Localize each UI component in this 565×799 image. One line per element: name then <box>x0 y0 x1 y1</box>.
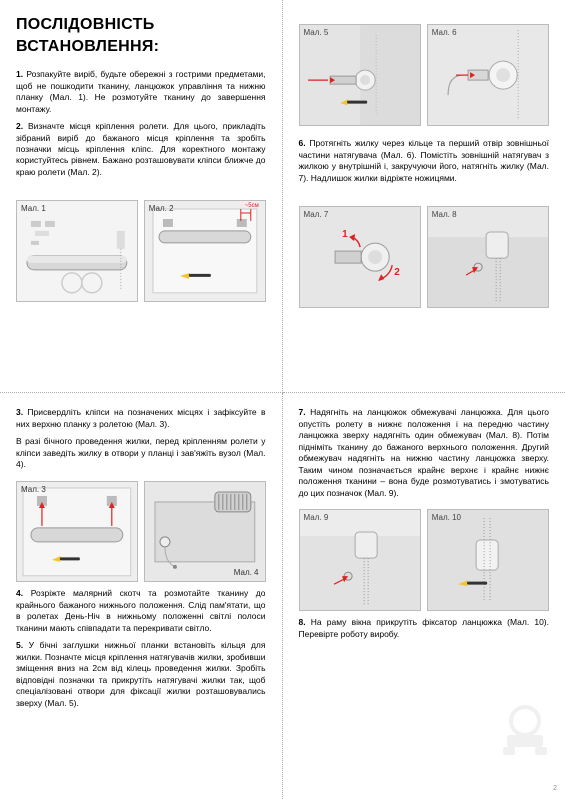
figure-4: Мал. 4 <box>144 481 266 583</box>
figure-1: Мал. 1 <box>16 200 138 302</box>
step-3: 3. Присвердліть кліпси на позначених міс… <box>16 407 266 430</box>
step-8: 8. На раму вікна прикрутіть фіксатор лан… <box>299 617 550 640</box>
figure-8-label: Мал. 8 <box>432 210 457 221</box>
dimension-5cm: ~5см <box>245 203 259 209</box>
figure-7: Мал. 7 1 2 <box>299 206 421 308</box>
figure-10-label: Мал. 10 <box>432 513 461 524</box>
step-3b: В разі бічного проведення жилки, перед к… <box>16 436 266 470</box>
figure-8: Мал. 8 <box>427 206 549 308</box>
figure-4-label: Мал. 4 <box>234 568 259 579</box>
quadrant-1: ПОСЛІДОВНІСТЬ ВСТАНОВЛЕННЯ: 1. Розпакуйт… <box>0 0 283 393</box>
figure-row-4: Мал. 3 Мал. 4 <box>16 481 266 583</box>
step-6: 6. Протягніть жилку через кільце та перш… <box>299 138 550 184</box>
figure-row-3: Мал. 7 1 2 Мал. 8 <box>299 206 550 308</box>
quadrant-4: 7. Надягніть на ланцюжок обмежувачі ланц… <box>283 393 565 799</box>
step-2: 2. Визначте місця кріплення ролети. Для … <box>16 121 266 178</box>
page-title: ПОСЛІДОВНІСТЬ ВСТАНОВЛЕННЯ: <box>16 14 266 57</box>
figure-row-5: Мал. 9 Мал. 10 <box>299 509 550 611</box>
quadrant-2: Мал. 5 Мал. 6 <box>283 0 565 393</box>
figure-3-label: Мал. 3 <box>21 485 46 496</box>
figure-2: Мал. 2 ~5см <box>144 200 266 302</box>
arrow-2-label: 2 <box>394 267 400 278</box>
figure-5: Мал. 5 <box>299 24 421 126</box>
figure-9: Мал. 9 <box>299 509 421 611</box>
figure-row-2: Мал. 5 Мал. 6 <box>299 24 550 126</box>
page-number: 2 <box>553 784 557 793</box>
step-7: 7. Надягніть на ланцюжок обмежувачі ланц… <box>299 407 550 499</box>
step-5: 5. У бічні заглушки нижньої планки встан… <box>16 640 266 709</box>
step-1: 1. Розпакуйте виріб, будьте обережні з г… <box>16 69 266 115</box>
figure-10: Мал. 10 <box>427 509 549 611</box>
step-4: 4. Розріжте малярний скотч та розмотайте… <box>16 588 266 634</box>
arrow-1-label: 1 <box>342 229 348 240</box>
watermark-icon <box>495 699 555 759</box>
figure-3: Мал. 3 <box>16 481 138 583</box>
figure-6-label: Мал. 6 <box>432 28 457 39</box>
figure-6: Мал. 6 <box>427 24 549 126</box>
figure-9-label: Мал. 9 <box>304 513 329 524</box>
figure-2-label: Мал. 2 <box>149 204 174 215</box>
figure-1-label: Мал. 1 <box>21 204 46 215</box>
figure-5-label: Мал. 5 <box>304 28 329 39</box>
figure-row-1: Мал. 1 Мал. 2 <box>16 200 266 302</box>
quadrant-3: 3. Присвердліть кліпси на позначених міс… <box>0 393 283 799</box>
figure-7-label: Мал. 7 <box>304 210 329 221</box>
